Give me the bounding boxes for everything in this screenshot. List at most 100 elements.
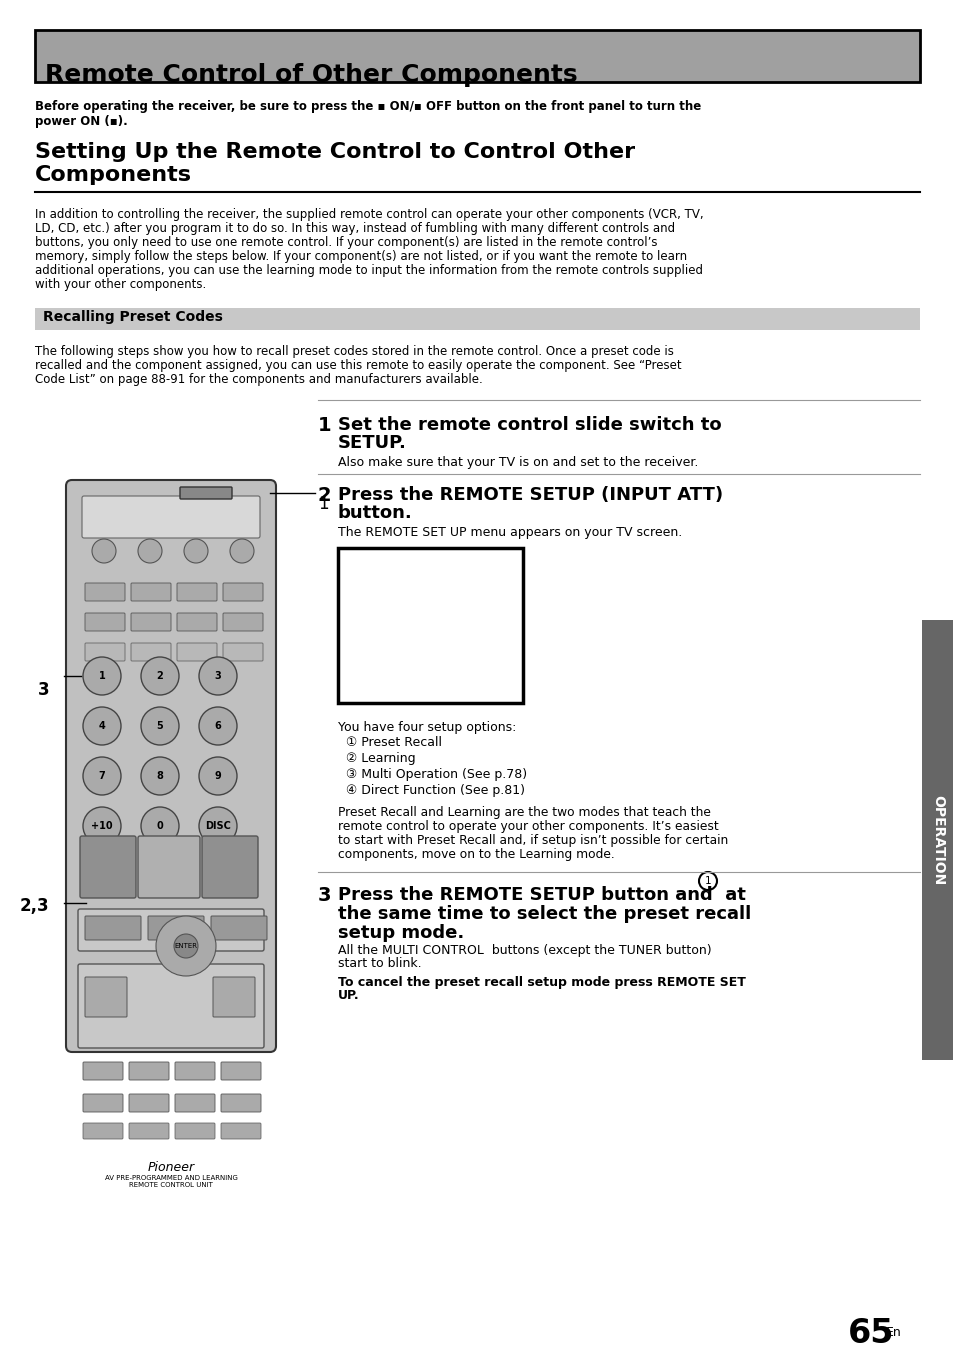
FancyBboxPatch shape	[85, 977, 127, 1016]
FancyBboxPatch shape	[83, 1062, 123, 1080]
Text: the same time to select the preset recall: the same time to select the preset recal…	[337, 905, 750, 923]
Circle shape	[141, 758, 179, 795]
Text: 2: 2	[317, 487, 332, 506]
Text: remote control to operate your other components. It’s easiest: remote control to operate your other com…	[337, 820, 718, 833]
Text: 9: 9	[214, 771, 221, 780]
Text: Code List” on page 88-91 for the components and manufacturers available.: Code List” on page 88-91 for the compone…	[35, 373, 482, 386]
FancyBboxPatch shape	[131, 613, 171, 631]
Text: 65: 65	[847, 1317, 894, 1348]
Circle shape	[156, 917, 215, 976]
Text: ① Preset Recall: ① Preset Recall	[346, 736, 441, 749]
FancyBboxPatch shape	[83, 1095, 123, 1112]
Text: ④ Direct Function (See p.81): ④ Direct Function (See p.81)	[346, 785, 524, 797]
Text: ③ Multi Operation (See p.78): ③ Multi Operation (See p.78)	[346, 768, 527, 780]
Circle shape	[83, 656, 121, 696]
Bar	[337, 549, 522, 704]
Text: buttons, you only need to use one remote control. If your component(s) are liste: buttons, you only need to use one remote…	[35, 236, 657, 249]
FancyBboxPatch shape	[78, 964, 264, 1047]
FancyBboxPatch shape	[138, 836, 200, 898]
Text: Press the REMOTE SETUP button and: Press the REMOTE SETUP button and	[337, 886, 719, 905]
Text: start to blink.: start to blink.	[337, 957, 421, 971]
FancyBboxPatch shape	[129, 1062, 169, 1080]
FancyBboxPatch shape	[223, 613, 263, 631]
Text: Preset Recall and Learning are the two modes that teach the: Preset Recall and Learning are the two m…	[337, 806, 710, 820]
Text: The REMOTE SET UP menu appears on your TV screen.: The REMOTE SET UP menu appears on your T…	[337, 526, 681, 539]
FancyBboxPatch shape	[78, 909, 264, 950]
Circle shape	[199, 758, 236, 795]
FancyBboxPatch shape	[129, 1123, 169, 1139]
Circle shape	[141, 656, 179, 696]
FancyBboxPatch shape	[221, 1062, 261, 1080]
Text: 1: 1	[704, 876, 711, 886]
Text: Also make sure that your TV is on and set to the receiver.: Also make sure that your TV is on and se…	[337, 456, 698, 469]
Text: +10: +10	[91, 821, 112, 830]
Text: Remote Control of Other Components: Remote Control of Other Components	[45, 63, 577, 88]
Circle shape	[199, 807, 236, 845]
Text: ENTER: ENTER	[174, 944, 197, 949]
Text: 6: 6	[214, 721, 221, 731]
Circle shape	[141, 807, 179, 845]
Text: UP.: UP.	[337, 989, 359, 1002]
FancyBboxPatch shape	[83, 1123, 123, 1139]
Text: 3: 3	[317, 886, 331, 905]
FancyBboxPatch shape	[85, 643, 125, 661]
Text: memory, simply follow the steps below. If your component(s) are not listed, or i: memory, simply follow the steps below. I…	[35, 249, 686, 263]
Text: LD, CD, etc.) after you program it to do so. In this way, instead of fumbling wi: LD, CD, etc.) after you program it to do…	[35, 222, 675, 235]
Text: OPERATION: OPERATION	[930, 795, 944, 886]
Circle shape	[83, 706, 121, 745]
Text: Setting Up the Remote Control to Control Other: Setting Up the Remote Control to Control…	[35, 142, 635, 162]
Text: 3: 3	[214, 671, 221, 681]
Text: Before operating the receiver, be sure to press the ▪ ON/▪ OFF button on the fro: Before operating the receiver, be sure t…	[35, 100, 700, 128]
FancyBboxPatch shape	[174, 1095, 214, 1112]
Text: with your other components.: with your other components.	[35, 278, 206, 291]
Text: Set the remote control slide switch to: Set the remote control slide switch to	[337, 417, 720, 434]
FancyBboxPatch shape	[223, 643, 263, 661]
Text: additional operations, you can use the learning mode to input the information fr: additional operations, you can use the l…	[35, 264, 702, 276]
Text: The following steps show you how to recall preset codes stored in the remote con: The following steps show you how to reca…	[35, 345, 673, 359]
Text: Press the REMOTE SETUP (INPUT ATT): Press the REMOTE SETUP (INPUT ATT)	[337, 487, 722, 504]
Text: 2,3: 2,3	[20, 896, 50, 915]
Text: 7: 7	[98, 771, 105, 780]
FancyBboxPatch shape	[85, 613, 125, 631]
Bar	[921, 620, 953, 1060]
FancyBboxPatch shape	[211, 917, 267, 940]
FancyBboxPatch shape	[148, 917, 204, 940]
Text: All the MULTI CONTROL  buttons (except the TUNER button): All the MULTI CONTROL buttons (except th…	[337, 944, 711, 957]
FancyBboxPatch shape	[129, 1095, 169, 1112]
Text: 5: 5	[156, 721, 163, 731]
Text: 1: 1	[317, 495, 328, 514]
Text: setup mode.: setup mode.	[337, 923, 464, 942]
Text: 1: 1	[317, 417, 332, 435]
Text: to start with Preset Recall and, if setup isn’t possible for certain: to start with Preset Recall and, if setu…	[337, 834, 727, 847]
FancyBboxPatch shape	[85, 917, 141, 940]
Text: at: at	[719, 886, 745, 905]
Text: Recalling Preset Codes: Recalling Preset Codes	[43, 310, 223, 324]
Text: DISC: DISC	[205, 821, 231, 830]
FancyBboxPatch shape	[223, 582, 263, 601]
Circle shape	[83, 807, 121, 845]
FancyBboxPatch shape	[35, 30, 919, 82]
Text: ② Learning: ② Learning	[346, 752, 416, 766]
Text: 4: 4	[98, 721, 105, 731]
Circle shape	[83, 758, 121, 795]
Bar	[35, 307, 919, 330]
Text: 8: 8	[156, 771, 163, 780]
FancyBboxPatch shape	[177, 582, 216, 601]
Text: You have four setup options:: You have four setup options:	[337, 721, 516, 735]
FancyBboxPatch shape	[131, 643, 171, 661]
FancyBboxPatch shape	[202, 836, 257, 898]
Text: En: En	[885, 1326, 901, 1339]
Circle shape	[141, 706, 179, 745]
Circle shape	[173, 934, 198, 958]
FancyBboxPatch shape	[85, 582, 125, 601]
FancyBboxPatch shape	[177, 613, 216, 631]
FancyBboxPatch shape	[177, 643, 216, 661]
Text: 3: 3	[38, 681, 50, 700]
Circle shape	[199, 706, 236, 745]
Text: components, move on to the Learning mode.: components, move on to the Learning mode…	[337, 848, 614, 861]
Text: Components: Components	[35, 164, 192, 185]
FancyBboxPatch shape	[221, 1095, 261, 1112]
FancyBboxPatch shape	[66, 480, 275, 1051]
FancyBboxPatch shape	[221, 1123, 261, 1139]
FancyBboxPatch shape	[180, 487, 232, 499]
